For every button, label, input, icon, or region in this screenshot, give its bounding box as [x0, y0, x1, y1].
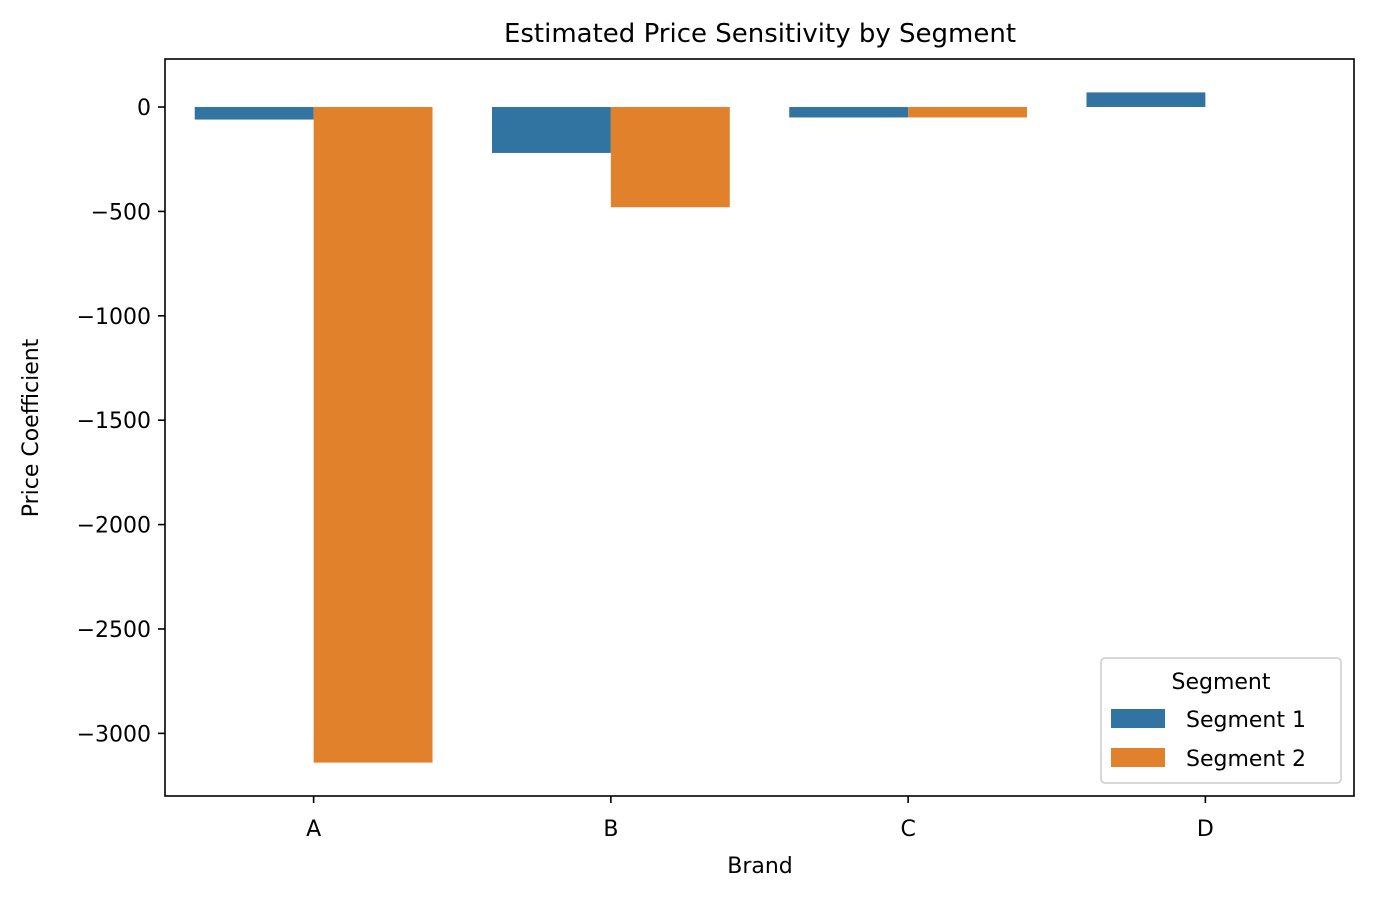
legend-swatch-segment-1 [1111, 709, 1165, 728]
x-tick-label: A [306, 817, 321, 842]
bar-segment-2-a [313, 107, 433, 763]
chart-title: Estimated Price Sensitivity by Segment [504, 19, 1016, 49]
bars-group [194, 92, 1206, 763]
bar-segment-1-b [491, 107, 611, 153]
y-tick-label: −3000 [77, 722, 151, 747]
y-tick-label: 0 [137, 96, 151, 121]
bar-segment-1-c [789, 107, 909, 118]
bar-segment-1-d [1086, 92, 1206, 108]
bar-segment-2-b [610, 107, 730, 208]
legend: Segment Segment 1 Segment 2 [1100, 657, 1342, 784]
bar-segment-1-a [194, 107, 314, 120]
x-tick-label: C [900, 817, 915, 842]
y-tick-label: −1500 [77, 409, 151, 434]
plot-frame [164, 58, 1355, 797]
x-axis-label: Brand [727, 854, 793, 879]
legend-title: Segment [1172, 670, 1271, 695]
y-tick-label: −2000 [77, 514, 151, 539]
y-axis: 0 −500 −1000 −1500 −2000 −2500 −3000 [77, 96, 165, 747]
legend-swatch-segment-2 [1111, 748, 1165, 767]
x-tick-label: B [603, 817, 618, 842]
legend-label-segment-2: Segment 2 [1186, 747, 1306, 772]
y-tick-label: −1000 [77, 305, 151, 330]
x-axis: A B C D [306, 796, 1214, 842]
y-tick-label: −2500 [77, 618, 151, 643]
x-tick-label: D [1197, 817, 1214, 842]
y-axis-label: Price Coefficient [19, 338, 44, 517]
legend-label-segment-1: Segment 1 [1186, 708, 1306, 733]
bar-segment-2-c [908, 107, 1028, 118]
y-tick-label: −500 [91, 200, 151, 225]
